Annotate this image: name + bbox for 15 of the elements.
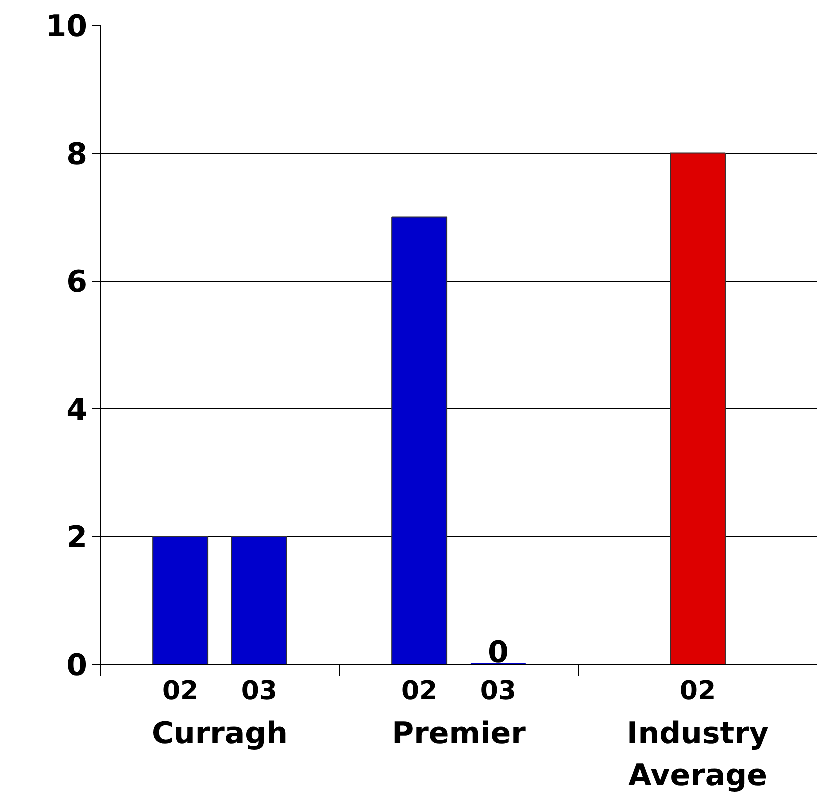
text: 02 (680, 676, 716, 706)
y-tick-label: 10 (46, 10, 88, 44)
x-tick-label: Curragh (152, 716, 288, 752)
y-tick-label: 0 (66, 648, 88, 684)
y-tick-label: 6 (66, 265, 88, 300)
text: 03 (480, 676, 517, 706)
series-label: 02 (162, 676, 199, 706)
text: 02 (401, 676, 438, 706)
data-label: 0 (488, 636, 509, 670)
series-label: 03 (241, 676, 278, 706)
x-tick-label: Premier (392, 716, 526, 752)
x-tick-label: Industry Average (627, 716, 770, 794)
y-tick-label: 4 (66, 392, 88, 428)
y-tick-label: 2 (66, 520, 88, 556)
y-tick-label: 8 (66, 137, 88, 172)
